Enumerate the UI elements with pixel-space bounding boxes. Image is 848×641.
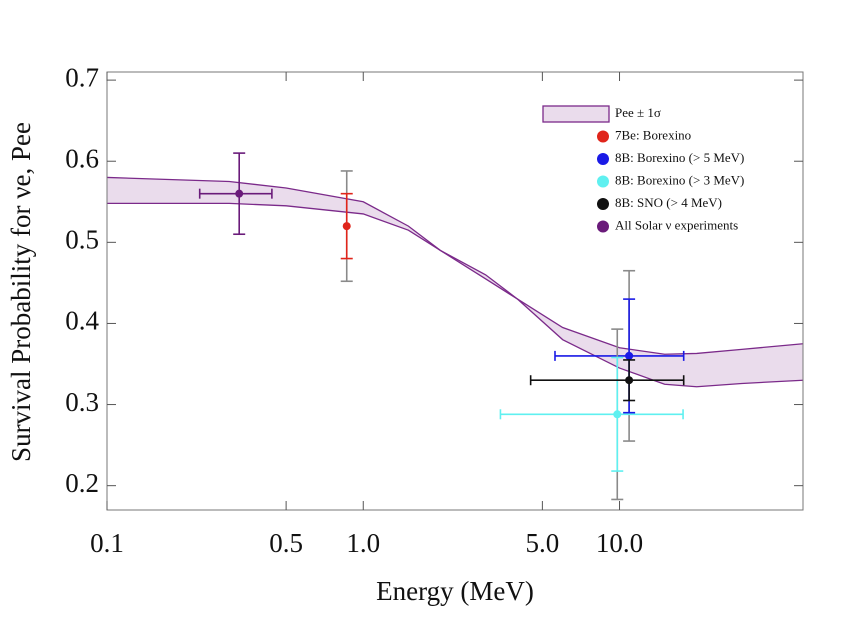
legend-label: All Solar ν experiments bbox=[615, 217, 738, 232]
plot-frame bbox=[106, 71, 804, 511]
legend-marker bbox=[597, 130, 609, 143]
legend-label: Pee ± 1σ bbox=[615, 105, 661, 120]
legend-label: 7Be: Borexino bbox=[615, 127, 691, 142]
legend-label: 8B: Borexino (> 3 MeV) bbox=[615, 172, 744, 187]
y-tick-label: 0.3 bbox=[65, 387, 99, 417]
band-lower bbox=[107, 202, 804, 388]
y-tick-label: 0.2 bbox=[65, 468, 99, 498]
y-tick-label: 0.6 bbox=[65, 143, 99, 173]
legend-marker bbox=[597, 198, 609, 210]
legend-label: 8B: SNO (> 4 MeV) bbox=[615, 195, 722, 210]
band-area bbox=[107, 177, 803, 387]
y-tick-label: 0.4 bbox=[65, 306, 99, 336]
band-upper bbox=[106, 176, 804, 355]
data-point bbox=[342, 222, 351, 231]
legend-swatch bbox=[542, 105, 610, 123]
data-point bbox=[235, 189, 244, 198]
legend-marker bbox=[597, 153, 609, 165]
legend-marker bbox=[597, 175, 609, 188]
data-point bbox=[625, 351, 634, 360]
legend-marker bbox=[597, 220, 609, 233]
x-tick-label: 1.0 bbox=[346, 528, 380, 558]
x-axis-title: Energy (MeV) bbox=[376, 576, 534, 606]
x-tick-label: 5.0 bbox=[526, 528, 560, 558]
data-point bbox=[625, 376, 634, 385]
x-tick-label: 10.0 bbox=[596, 528, 643, 558]
y-tick-label: 0.7 bbox=[65, 62, 99, 92]
legend-label: 8B: Borexino (> 5 MeV) bbox=[615, 150, 744, 165]
x-tick-label: 0.1 bbox=[90, 528, 124, 558]
y-axis-title: Survival Probability for νe, Pee bbox=[6, 122, 36, 462]
y-tick-label: 0.5 bbox=[65, 225, 99, 255]
data-point bbox=[613, 410, 622, 419]
x-tick-label: 0.5 bbox=[269, 528, 303, 558]
